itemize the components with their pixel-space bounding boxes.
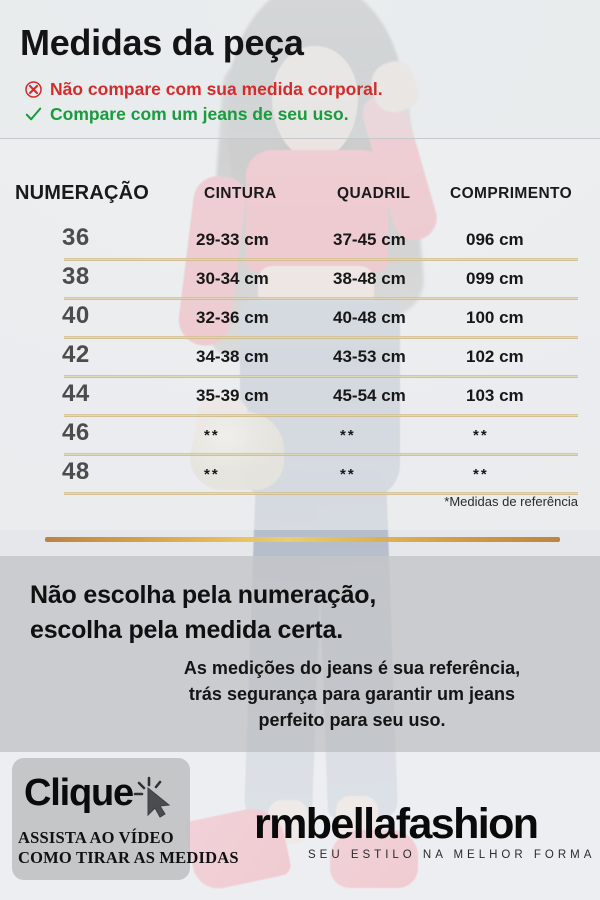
table-row: 44 35-39 cm 45-54 cm 103 cm	[0, 378, 600, 417]
column-header-numeracao: NUMERAÇÃO	[15, 182, 150, 204]
cell-size: 48	[62, 458, 90, 485]
cell-waist: 34-38 cm	[196, 347, 269, 366]
row-divider	[64, 258, 578, 261]
gold-separator-bar	[45, 537, 560, 542]
message-headline-line2: escolha pela medida certa.	[30, 615, 344, 644]
advice-compare-jeans-text: Compare com um jeans de seu uso.	[50, 104, 349, 124]
row-divider	[64, 453, 578, 456]
table-row: 40 32-36 cm 40-48 cm 100 cm	[0, 300, 600, 339]
brand-logo-name: rmbellafashion	[254, 800, 539, 848]
table-header-row: NUMERAÇÃO CINTURA QUADRIL COMPRIMENTO	[0, 182, 600, 206]
message-subtext-line3: perfeito para seu uso.	[258, 710, 446, 731]
cell-size: 38	[62, 263, 90, 290]
clique-subtitle-line2: COMO TIRAR AS MEDIDAS	[18, 848, 239, 867]
cell-hip: 38-48 cm	[333, 269, 406, 288]
cell-hip: 43-53 cm	[333, 347, 406, 366]
cell-hip: 45-54 cm	[333, 386, 406, 405]
message-band	[0, 556, 600, 752]
clique-label[interactable]: Clique	[24, 772, 134, 814]
cell-size: 40	[62, 302, 90, 329]
cell-hip: **	[340, 427, 356, 444]
cell-length: **	[473, 427, 489, 444]
check-icon	[25, 107, 42, 121]
column-header-quadril: QUADRIL	[337, 185, 411, 202]
cell-waist: 32-36 cm	[196, 308, 269, 327]
mouse-cursor-click-icon	[133, 776, 171, 818]
warning-not-body-measure-text: Não compare com sua medida corporal.	[50, 79, 383, 99]
table-footnote: *Medidas de referência	[444, 494, 578, 509]
cell-length: **	[473, 466, 489, 483]
cell-size: 44	[62, 380, 90, 407]
cell-waist: 30-34 cm	[196, 269, 269, 288]
clique-subtitle-line1: ASSISTA AO VÍDEO	[18, 828, 174, 847]
watch-video-cta-button[interactable]	[12, 758, 190, 880]
message-headline: Não escolha pela numeração, escolha pela…	[30, 578, 376, 647]
cell-length: 099 cm	[466, 269, 524, 288]
cell-hip: 37-45 cm	[333, 230, 406, 249]
cell-length: 096 cm	[466, 230, 524, 249]
cell-length: 103 cm	[466, 386, 524, 405]
cell-waist: 29-33 cm	[196, 230, 269, 249]
table-band	[0, 138, 600, 530]
advice-compare-jeans: Compare com um jeans de seu uso.	[24, 104, 349, 125]
cell-hip: 40-48 cm	[333, 308, 406, 327]
table-body: 36 29-33 cm 37-45 cm 096 cm 38 30-34 cm …	[0, 222, 600, 495]
cell-size: 46	[62, 419, 90, 446]
cell-waist: **	[204, 427, 220, 444]
message-subtext-line2: trás segurança para garantir um jeans	[188, 684, 516, 705]
table-row: 38 30-34 cm 38-48 cm 099 cm	[0, 261, 600, 300]
row-divider	[64, 492, 578, 495]
message-headline-line1: Não escolha pela numeração,	[30, 581, 377, 609]
cell-waist: **	[204, 466, 220, 483]
message-subtext-line1: As medições do jeans é sua referência,	[183, 658, 521, 678]
header-band	[0, 0, 600, 138]
cell-waist: 35-39 cm	[196, 386, 269, 405]
table-row: 48 ** ** **	[0, 456, 600, 495]
row-divider	[64, 414, 578, 417]
column-header-cintura: CINTURA	[204, 185, 277, 202]
warning-not-body-measure: Não compare com sua medida corporal.	[24, 79, 383, 100]
cell-size: 36	[62, 224, 90, 251]
cell-length: 102 cm	[466, 347, 524, 366]
page-title: Medidas da peça	[20, 22, 304, 63]
row-divider	[64, 297, 578, 300]
header-divider	[0, 138, 600, 139]
message-subtext: As medições do jeans é sua referência, t…	[130, 655, 574, 733]
table-row: 46 ** ** **	[0, 417, 600, 456]
brand-tagline: SEU ESTILO NA MELHOR FORMA	[308, 849, 596, 861]
column-header-comprimento: COMPRIMENTO	[450, 185, 573, 202]
cell-length: 100 cm	[466, 308, 524, 327]
cell-hip: **	[340, 466, 356, 483]
cell-size: 42	[62, 341, 90, 368]
table-row: 36 29-33 cm 37-45 cm 096 cm	[0, 222, 600, 261]
row-divider	[64, 336, 578, 339]
row-divider	[64, 375, 578, 378]
table-row: 42 34-38 cm 43-53 cm 102 cm	[0, 339, 600, 378]
circle-x-icon	[25, 81, 42, 98]
